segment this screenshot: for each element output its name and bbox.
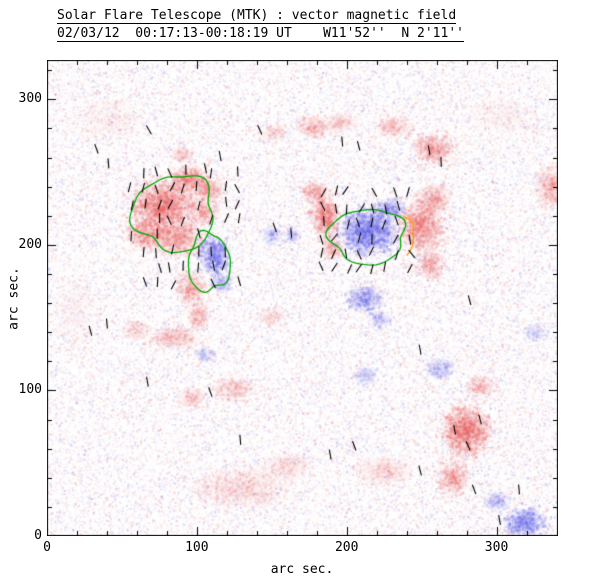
y-tick-label: 200 (18, 236, 42, 252)
x-axis-label: arc sec. (270, 562, 334, 577)
x-tick-label: 100 (185, 540, 209, 555)
magnetogram-canvas (47, 60, 558, 536)
x-tick-label: 0 (43, 540, 51, 555)
x-tick-label: 300 (484, 540, 509, 555)
x-tick-label: 200 (334, 540, 359, 555)
y-tick-label: 0 (34, 528, 42, 543)
plot-area (47, 60, 558, 536)
plot-title: Solar Flare Telescope (MTK) : vector mag… (57, 8, 457, 24)
plot-subtitle: 02/03/12 00:17:13-00:18:19 UT W11'52'' N… (57, 26, 464, 42)
y-tick-label: 300 (18, 91, 42, 107)
y-tick-label: 100 (18, 382, 42, 398)
y-axis-label: arc sec. (6, 267, 22, 330)
